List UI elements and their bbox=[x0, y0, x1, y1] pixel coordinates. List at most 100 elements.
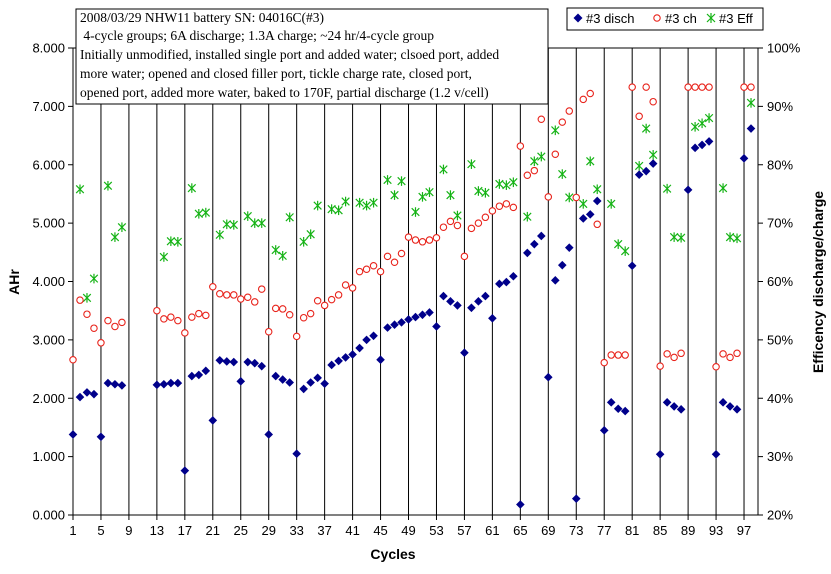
disch-point bbox=[446, 297, 455, 306]
x-tick-label: 77 bbox=[597, 523, 611, 538]
y2-axis-title: Efficency discharge/charge bbox=[810, 191, 826, 373]
disch-point bbox=[613, 404, 623, 414]
ch-point bbox=[202, 311, 210, 320]
disch-point bbox=[564, 243, 574, 252]
disch-point bbox=[544, 372, 553, 382]
ch-point bbox=[83, 310, 91, 318]
ch-point bbox=[167, 313, 175, 321]
ch-point bbox=[642, 83, 650, 91]
disch-point bbox=[271, 371, 281, 381]
y-tick-label: 1.000 bbox=[32, 449, 65, 464]
disch-point bbox=[180, 466, 190, 475]
disch-point bbox=[236, 377, 246, 386]
eff-point bbox=[75, 184, 85, 195]
eff-point bbox=[593, 184, 602, 195]
ch-point bbox=[97, 339, 105, 347]
disch-point bbox=[215, 356, 225, 365]
disch-point bbox=[662, 398, 672, 407]
disch-point bbox=[334, 356, 343, 366]
y2-tick-label: 50% bbox=[767, 332, 793, 347]
eff-point bbox=[166, 236, 176, 247]
x-tick-label: 97 bbox=[737, 523, 751, 538]
disch-point bbox=[89, 389, 99, 399]
legend-frame bbox=[566, 7, 764, 31]
disch-point bbox=[341, 353, 350, 362]
ch-point bbox=[453, 221, 462, 230]
disch-point bbox=[530, 239, 539, 249]
ch-point bbox=[278, 305, 287, 313]
eff-point bbox=[579, 199, 588, 209]
series--3-eff bbox=[75, 98, 756, 303]
eff-point bbox=[634, 161, 644, 171]
disch-point bbox=[229, 357, 239, 367]
eff-point bbox=[669, 232, 679, 242]
ch-point bbox=[537, 115, 546, 123]
ch-point bbox=[397, 249, 406, 258]
ch-point bbox=[76, 296, 84, 304]
disch-point bbox=[718, 398, 728, 407]
disch-point bbox=[467, 303, 476, 313]
ch-point bbox=[705, 83, 713, 91]
ch-point bbox=[257, 285, 266, 293]
y-tick-label: 0.000 bbox=[32, 508, 65, 523]
x-tick-label: 5 bbox=[97, 523, 104, 538]
x-tick-label: 25 bbox=[234, 523, 248, 538]
eff-point bbox=[606, 199, 616, 209]
y2-tick-label: 30% bbox=[767, 449, 793, 464]
x-tick-label: 69 bbox=[541, 523, 555, 538]
disch-point bbox=[327, 360, 336, 370]
disch-point bbox=[201, 366, 211, 376]
disch-point bbox=[250, 358, 260, 368]
eff-point bbox=[648, 150, 658, 160]
eff-point bbox=[334, 205, 343, 216]
disch-point bbox=[103, 378, 113, 388]
disch-point bbox=[285, 378, 294, 387]
ch-point bbox=[670, 353, 678, 362]
ch-point bbox=[195, 309, 203, 318]
series--3-ch bbox=[69, 83, 755, 371]
eff-point bbox=[697, 118, 707, 129]
disch-point bbox=[404, 315, 413, 324]
ch-point bbox=[390, 258, 399, 266]
eff-point bbox=[243, 211, 252, 221]
ch-point bbox=[649, 97, 657, 106]
disch-point bbox=[495, 279, 504, 289]
disch-point bbox=[725, 402, 735, 411]
ch-point bbox=[593, 220, 601, 229]
ch-point bbox=[90, 324, 98, 332]
ch-point bbox=[153, 306, 161, 315]
eff-point bbox=[641, 123, 651, 134]
ch-point bbox=[523, 171, 532, 180]
eff-point bbox=[257, 218, 266, 228]
data-marks bbox=[68, 83, 756, 509]
ch-point bbox=[271, 304, 280, 313]
title-line-3: Initially unmodified, installed single p… bbox=[80, 47, 499, 62]
ch-point bbox=[118, 318, 126, 327]
disch-point bbox=[648, 159, 658, 168]
x-tick-label: 41 bbox=[345, 523, 359, 538]
disch-point bbox=[557, 260, 567, 270]
eff-point bbox=[285, 212, 294, 223]
disch-point bbox=[669, 402, 679, 411]
ch-point bbox=[313, 297, 322, 305]
ch-point bbox=[502, 200, 511, 208]
eff-point bbox=[509, 177, 518, 188]
ch-point bbox=[698, 83, 706, 91]
eff-point bbox=[523, 211, 532, 222]
disch-point bbox=[697, 140, 707, 150]
ch-point bbox=[69, 355, 77, 364]
ch-point bbox=[621, 351, 629, 359]
disch-point bbox=[383, 323, 392, 332]
eff-point bbox=[411, 207, 420, 217]
legend-disch-label: #3 disch bbox=[586, 11, 634, 26]
title-line-5: opened port, added more water, baked to … bbox=[80, 85, 489, 100]
y-axis-title: AHr bbox=[6, 269, 22, 295]
eff-point bbox=[271, 245, 280, 255]
eff-point bbox=[474, 186, 483, 196]
disch-point bbox=[704, 137, 714, 146]
y2-tick-label: 90% bbox=[767, 99, 793, 114]
disch-point bbox=[537, 231, 546, 241]
eff-point bbox=[110, 232, 120, 242]
disch-point bbox=[578, 214, 588, 223]
eff-point bbox=[732, 233, 742, 244]
